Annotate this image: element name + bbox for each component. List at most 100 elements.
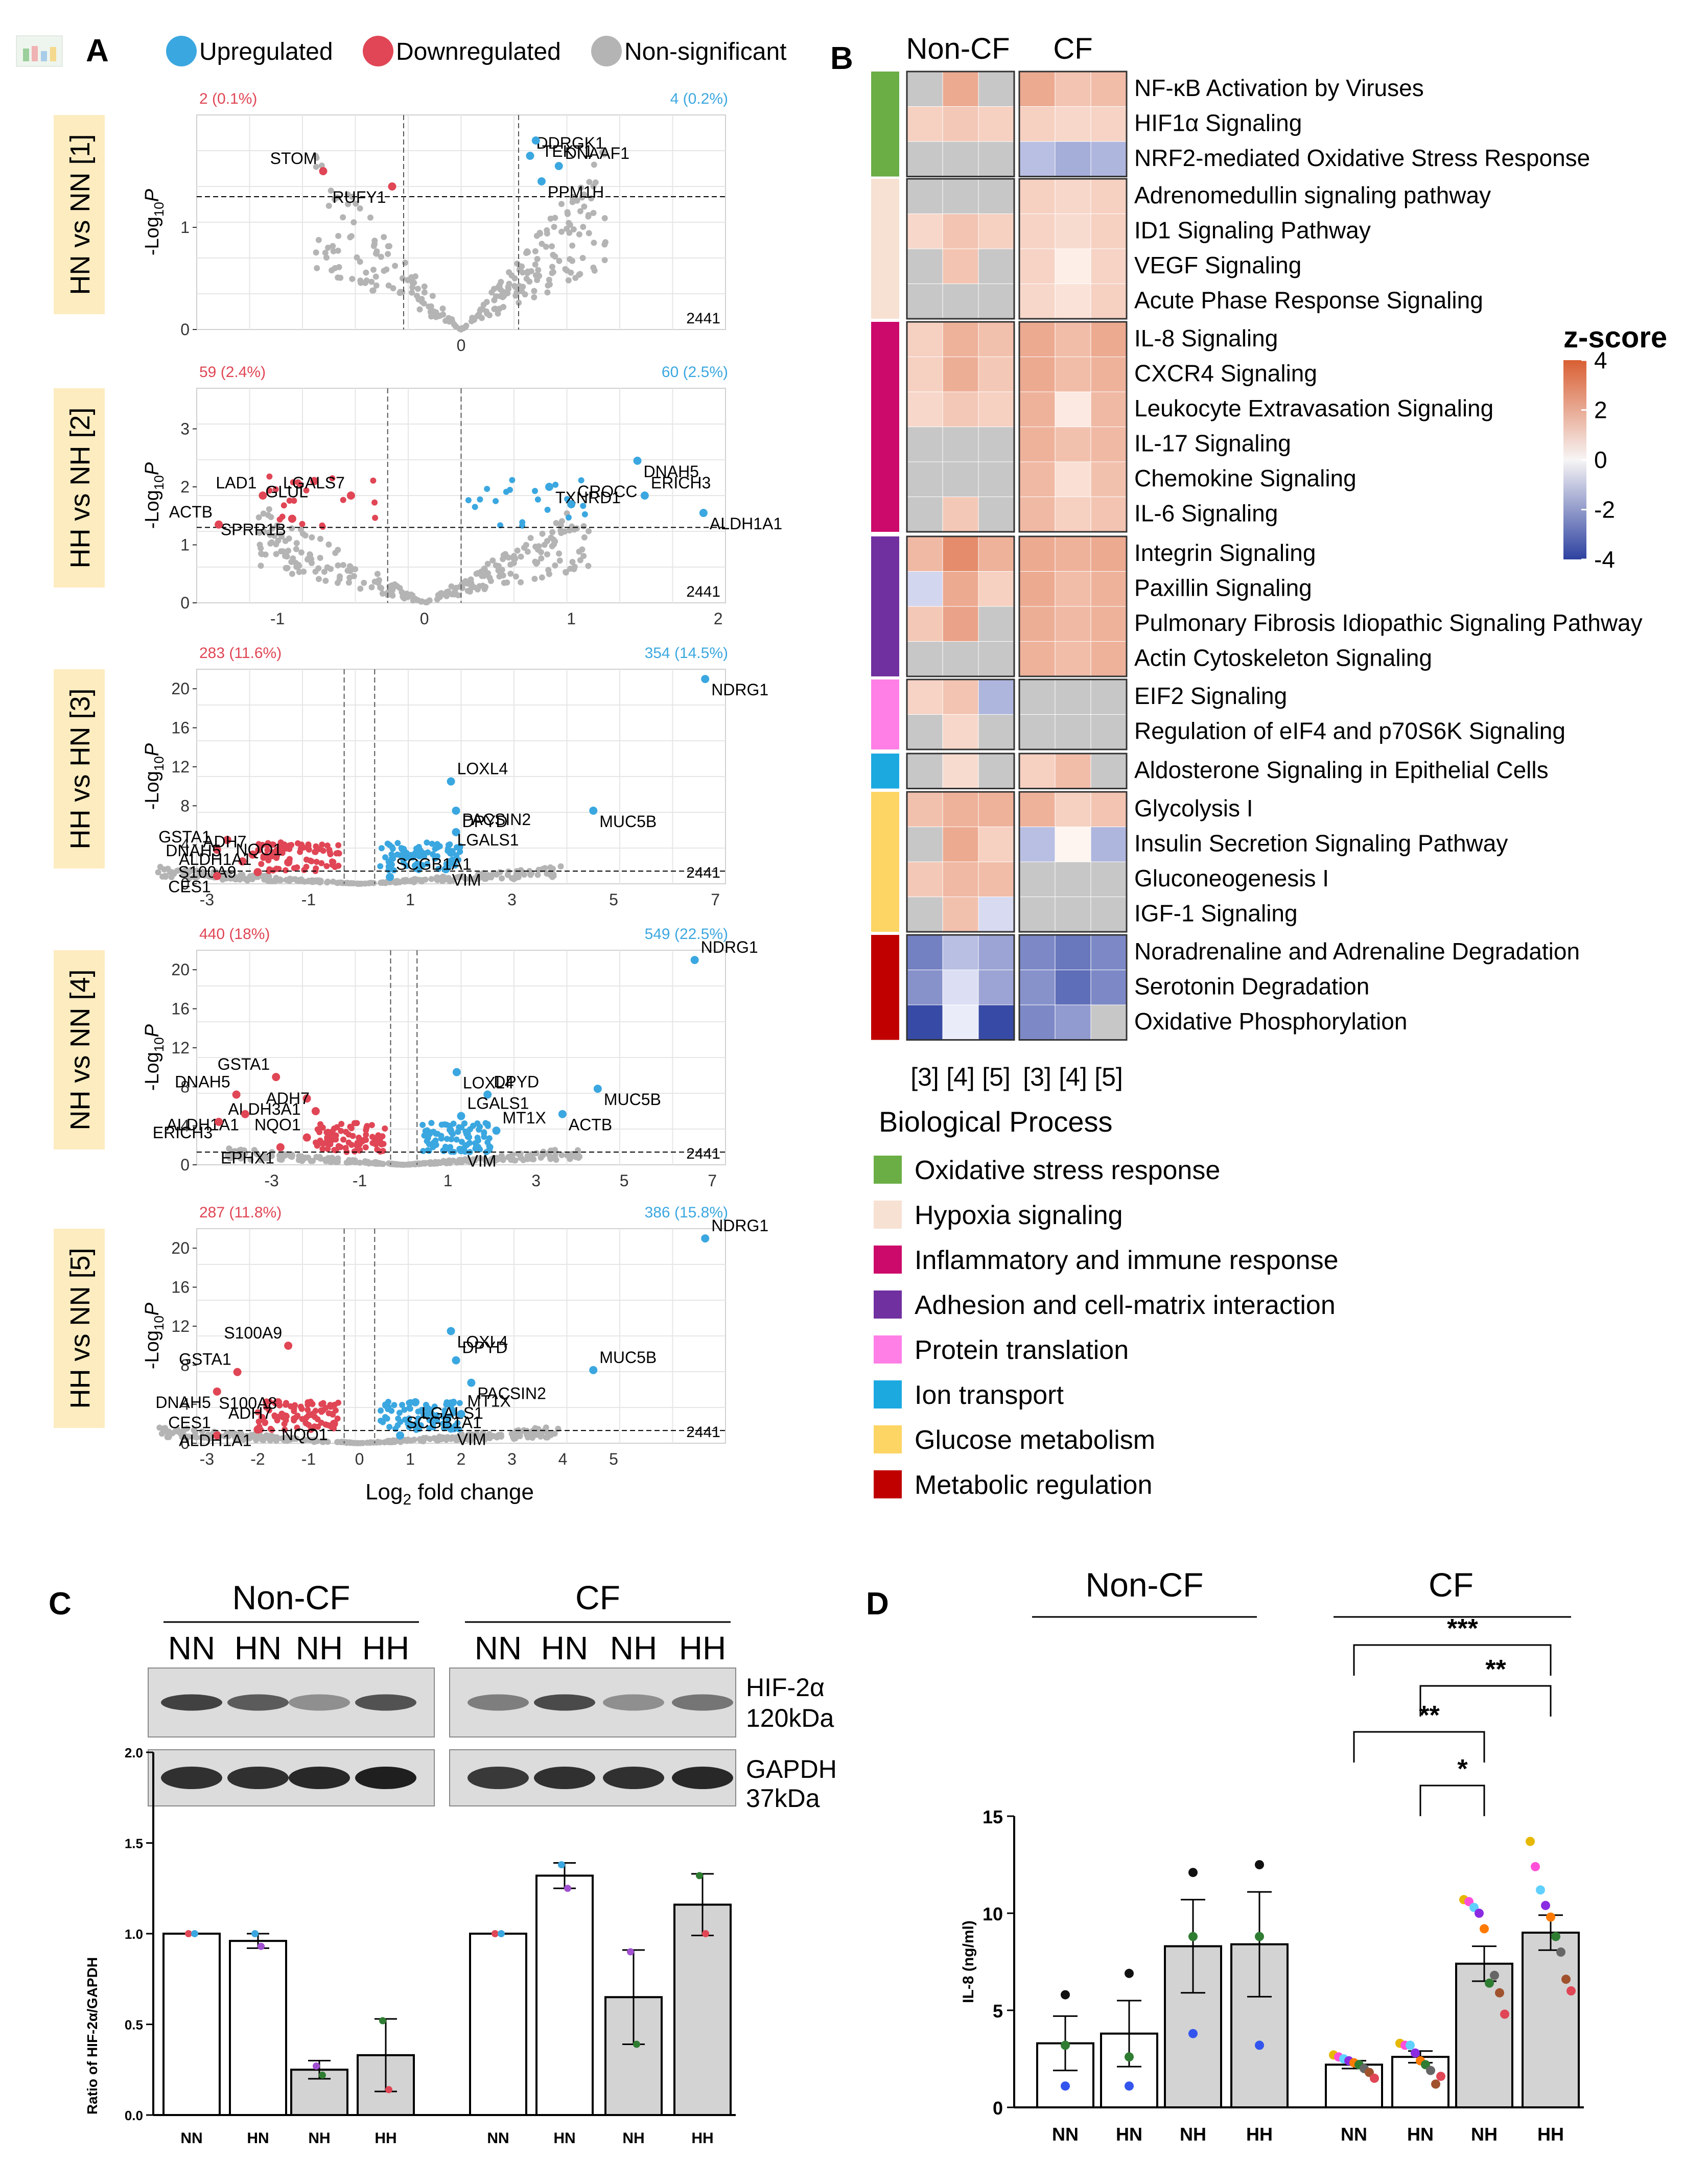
heatmap-cell bbox=[1055, 461, 1091, 497]
gene-point bbox=[233, 1368, 242, 1376]
up-point bbox=[414, 1420, 420, 1426]
ns-point bbox=[357, 585, 364, 592]
bp-color-bar bbox=[871, 827, 899, 862]
ns-point bbox=[591, 240, 597, 246]
heatmap-cell bbox=[978, 714, 1015, 750]
up-point bbox=[406, 1415, 412, 1422]
down-point bbox=[281, 1421, 288, 1427]
gene-point bbox=[593, 1085, 602, 1093]
ns-point bbox=[379, 590, 386, 597]
up-point bbox=[486, 1135, 493, 1142]
significance-label: ** bbox=[1419, 1701, 1440, 1730]
ns-point bbox=[332, 1158, 338, 1164]
heatmap-block-border bbox=[906, 535, 1015, 677]
gene-point bbox=[554, 162, 563, 170]
data-point bbox=[1061, 1990, 1070, 2000]
ns-point bbox=[392, 1438, 399, 1444]
ns-point bbox=[540, 865, 546, 872]
gene-label: NDRG1 bbox=[711, 680, 768, 699]
heatmap-cell bbox=[1019, 897, 1056, 932]
down-point bbox=[338, 1121, 345, 1128]
blot-lane-label: HN bbox=[235, 1630, 282, 1666]
x-tick-label: -1 bbox=[301, 1450, 316, 1468]
ns-point bbox=[599, 149, 605, 155]
pathway-label: Integrin Signaling bbox=[1134, 539, 1316, 566]
ns-point bbox=[315, 565, 322, 572]
up-point bbox=[534, 496, 541, 503]
ns-point bbox=[569, 242, 576, 249]
down-point bbox=[330, 859, 337, 865]
up-point bbox=[382, 854, 389, 861]
pathway-label: Adrenomedullin signaling pathway bbox=[1134, 182, 1491, 208]
ns-point bbox=[192, 1430, 199, 1437]
ns-point bbox=[365, 880, 372, 886]
ns-point bbox=[300, 1156, 307, 1162]
x-tick-label: HN bbox=[247, 2130, 269, 2147]
down-point bbox=[335, 1399, 342, 1406]
ns-point bbox=[586, 230, 592, 237]
heatmap-cell bbox=[906, 1004, 943, 1040]
ns-point bbox=[534, 872, 541, 878]
heatmap-cell bbox=[978, 571, 1015, 607]
ns-point bbox=[499, 875, 505, 882]
ns-point bbox=[500, 303, 507, 310]
ns-point bbox=[495, 1156, 501, 1163]
ns-point bbox=[355, 1440, 361, 1446]
ns-point bbox=[543, 1424, 549, 1431]
blot-band bbox=[227, 1694, 289, 1711]
down-point bbox=[318, 1419, 324, 1426]
ns-point bbox=[260, 510, 267, 517]
gene-label: ALDH1A1 bbox=[710, 514, 782, 533]
volcano-xlabel: Log2 fold change bbox=[365, 1480, 534, 1508]
bp-legend-swatch bbox=[874, 1156, 902, 1184]
down-point bbox=[286, 498, 293, 504]
heatmap-column-label: [3] bbox=[910, 1063, 939, 1091]
bp-color-bar bbox=[871, 179, 899, 214]
y-tick-label: 4 bbox=[180, 1117, 190, 1135]
down-point bbox=[335, 842, 342, 849]
gene-label: DNAH5 bbox=[166, 841, 221, 860]
il8-bar bbox=[1100, 2032, 1158, 2109]
ns-point bbox=[506, 280, 512, 287]
ns-point bbox=[463, 322, 470, 329]
heatmap-cell bbox=[942, 714, 979, 750]
down-point bbox=[348, 1141, 355, 1148]
up-point bbox=[503, 488, 509, 495]
y-tick-label: 16 bbox=[171, 1278, 190, 1297]
heatmap-block-border bbox=[1018, 321, 1128, 533]
ns-point bbox=[285, 548, 292, 554]
pathway-label: VEGF Signaling bbox=[1134, 252, 1301, 278]
up-point bbox=[431, 1403, 438, 1410]
down-point bbox=[258, 861, 265, 867]
bp-legend-label: Hypoxia signaling bbox=[915, 1201, 1123, 1230]
pathway-label: Glycolysis I bbox=[1134, 795, 1253, 821]
ns-point bbox=[495, 562, 502, 569]
heatmap-cell bbox=[1055, 214, 1091, 249]
ns-point bbox=[357, 205, 363, 212]
up-point bbox=[456, 1400, 463, 1406]
ns-point bbox=[269, 525, 275, 532]
bp-legend-swatch bbox=[874, 1380, 902, 1408]
ns-point bbox=[450, 1435, 456, 1441]
blot-group-noncf: Non-CF bbox=[232, 1579, 350, 1616]
heatmap-cell bbox=[906, 791, 943, 827]
bp-color-bar bbox=[871, 72, 899, 107]
significance-bracket bbox=[1419, 1784, 1485, 1816]
gene-label: CROCC bbox=[577, 482, 637, 501]
up-point bbox=[434, 841, 440, 848]
ns-point bbox=[532, 261, 539, 268]
down-point bbox=[358, 1138, 364, 1145]
data-point bbox=[1500, 2009, 1509, 2019]
down-point bbox=[283, 1400, 289, 1406]
down-point bbox=[325, 1135, 332, 1141]
heatmap-block-border bbox=[1018, 71, 1128, 177]
y-tick-label: 0.5 bbox=[125, 2017, 143, 2033]
down-point bbox=[323, 1129, 330, 1136]
ns-point bbox=[207, 1435, 214, 1442]
ns-point bbox=[576, 271, 582, 278]
ns-point bbox=[365, 1160, 372, 1167]
data-point bbox=[1561, 1975, 1571, 1984]
up-point bbox=[472, 1145, 479, 1152]
ns-point bbox=[544, 230, 550, 237]
ns-point bbox=[518, 579, 524, 585]
